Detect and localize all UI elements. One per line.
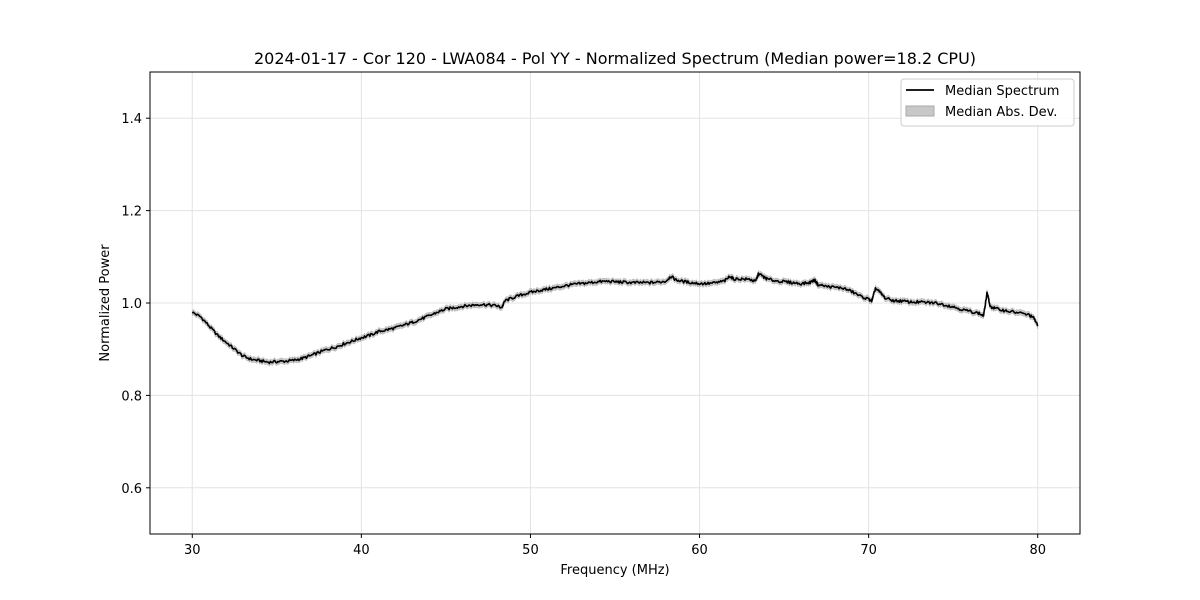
x-ticks: 30 40 50 60 70 80 xyxy=(184,534,1046,558)
x-tick-label: 40 xyxy=(353,543,370,558)
chart-title: 2024-01-17 - Cor 120 - LWA084 - Pol YY -… xyxy=(254,49,976,68)
legend-mad-swatch xyxy=(905,105,935,117)
x-tick-label: 80 xyxy=(1029,543,1046,558)
legend: Median Spectrum Median Abs. Dev. xyxy=(900,78,1075,127)
y-axis-label: Normalized Power xyxy=(98,244,113,362)
x-tick-label: 60 xyxy=(691,543,708,558)
y-tick-label: 1.0 xyxy=(121,297,142,312)
legend-median-label: Median Spectrum xyxy=(945,84,1059,99)
median-line-layer xyxy=(191,272,1039,365)
y-tick-label: 0.6 xyxy=(121,482,142,497)
y-tick-label: 1.2 xyxy=(121,205,142,220)
legend-box xyxy=(900,78,1075,127)
x-tick-label: 30 xyxy=(184,543,201,558)
mad-band xyxy=(192,270,1038,367)
x-tick-label: 50 xyxy=(522,543,539,558)
x-axis-label: Frequency (MHz) xyxy=(560,563,669,578)
y-ticks: 0.6 0.8 1.0 1.2 1.4 xyxy=(121,112,150,497)
x-tick-label: 70 xyxy=(860,543,877,558)
legend-mad-label: Median Abs. Dev. xyxy=(945,105,1057,120)
mad-band-layer xyxy=(192,270,1038,367)
y-tick-label: 1.4 xyxy=(121,112,142,127)
y-tick-label: 0.8 xyxy=(121,389,142,404)
median-spectrum-line xyxy=(191,272,1039,365)
